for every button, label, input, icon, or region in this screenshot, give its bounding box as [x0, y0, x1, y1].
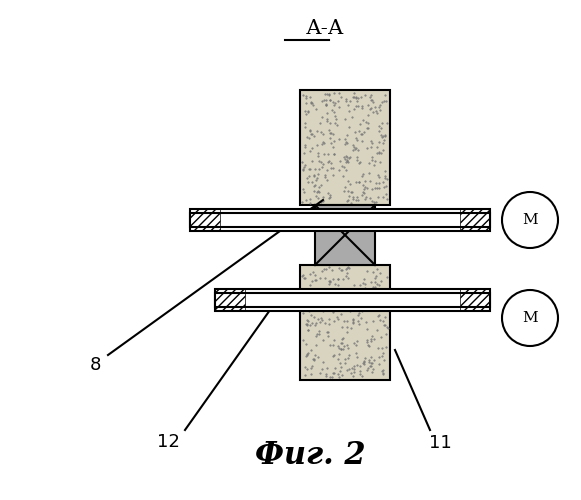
- Bar: [190, 209, 220, 231]
- Bar: [300, 265, 390, 380]
- Text: 11: 11: [429, 434, 451, 452]
- Bar: [215, 289, 490, 311]
- Text: А-А: А-А: [306, 18, 345, 38]
- Circle shape: [502, 192, 558, 248]
- Text: М: М: [522, 213, 538, 227]
- Bar: [460, 289, 490, 311]
- Text: Фиг. 2: Фиг. 2: [254, 440, 365, 470]
- Text: 8: 8: [89, 356, 101, 374]
- Bar: [215, 293, 490, 307]
- Bar: [190, 209, 490, 231]
- Bar: [215, 289, 245, 311]
- Bar: [315, 205, 375, 265]
- Text: 12: 12: [156, 433, 180, 451]
- Bar: [190, 213, 490, 227]
- Text: М: М: [522, 311, 538, 325]
- Bar: [460, 209, 490, 231]
- Circle shape: [502, 290, 558, 346]
- Bar: [300, 90, 390, 205]
